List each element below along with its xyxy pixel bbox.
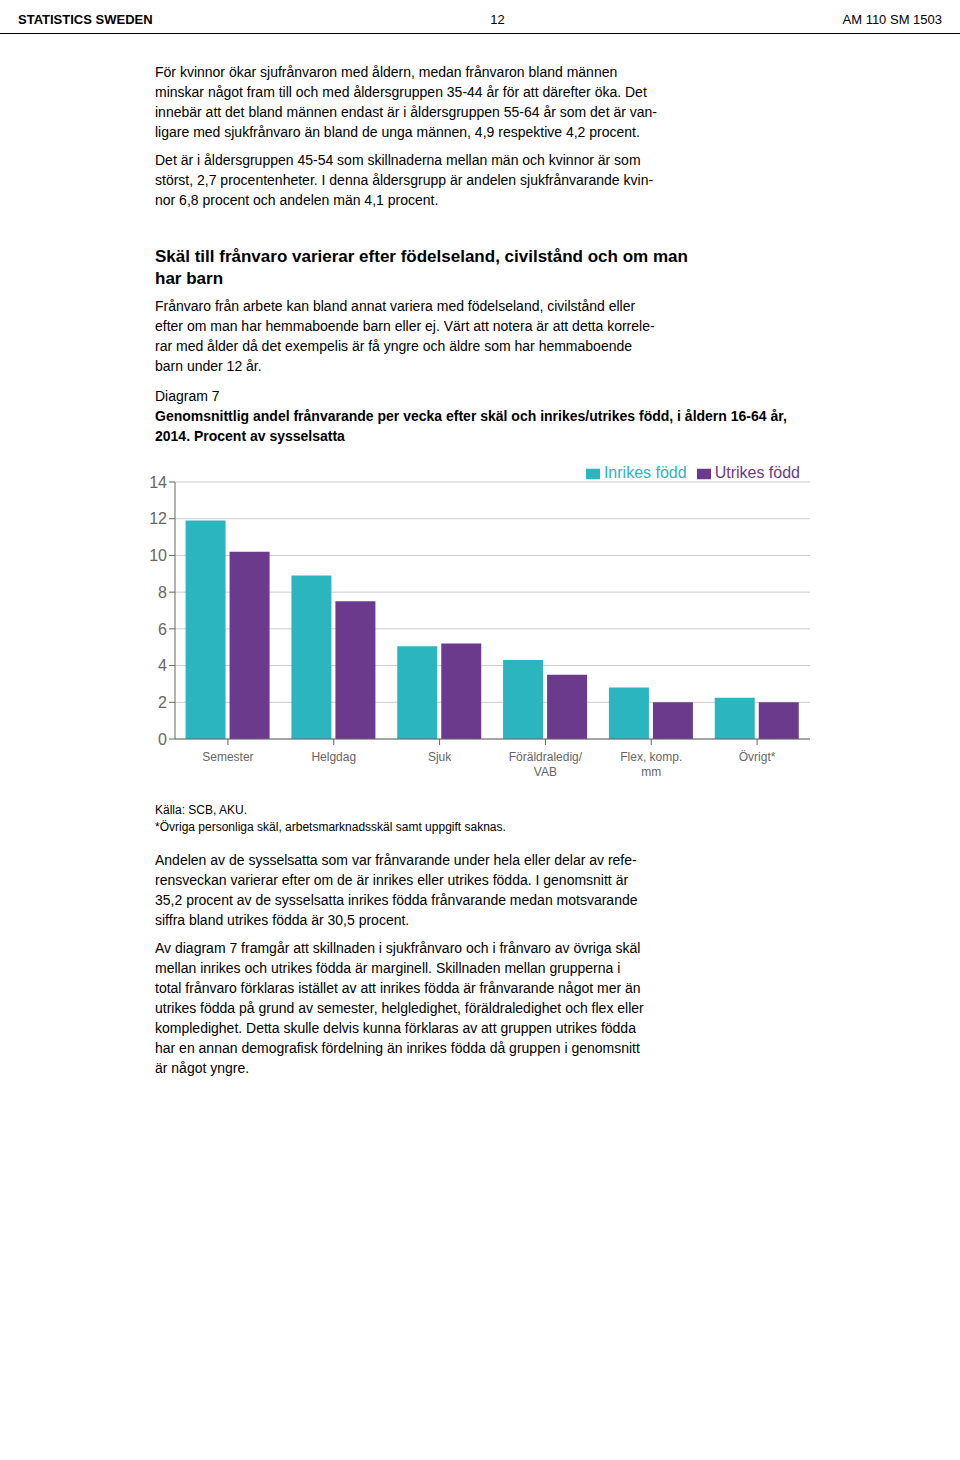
html-text:AM 110 SM 1503: AM 110 SM 1503 [842, 12, 942, 27]
html-text:har en annan demografisk förde: har en annan demografisk fördelning än i… [155, 1040, 640, 1056]
html-text:STATISTICS SWEDEN: STATISTICS SWEDEN [18, 12, 153, 27]
html-text:siffra bland utrikes födda är: siffra bland utrikes födda är 30,5 proce… [155, 912, 410, 928]
html-text:Av diagram 7 framgår att skill: Av diagram 7 framgår att skillnaden i sj… [155, 940, 641, 956]
svg-text:Helgdag: Helgdag [311, 750, 356, 764]
html-text:minskar något fram till och me: minskar något fram till och med åldersgr… [155, 84, 647, 100]
html-text:35,2 procent av de sysselsatta: 35,2 procent av de sysselsatta inrikes f… [155, 892, 638, 908]
svg-text:Semester: Semester [202, 750, 253, 764]
html-text:Det är i åldersgruppen 45-54 s: Det är i åldersgruppen 45-54 som skillna… [155, 152, 641, 168]
html-text:Inrikes född: Inrikes född [603, 464, 687, 481]
svg-text:2: 2 [158, 694, 167, 711]
html-text:För kvinnor ökar sjufrånvaron: För kvinnor ökar sjufrånvaron med åldern… [155, 64, 618, 80]
html-text:ligare med sjukfrånvaro än bla: ligare med sjukfrånvaro än bland de unga… [155, 124, 640, 140]
html-text:*Övriga personliga skäl, arbet: *Övriga personliga skäl, arbetsmarknadss… [155, 820, 506, 834]
html-text:är något yngre.: är något yngre. [155, 1060, 250, 1076]
html-text:kompledighet. Detta skulle del: kompledighet. Detta skulle delvis kunna … [155, 1020, 636, 1036]
html-text:innebär att det bland männen e: innebär att det bland männen endast är i… [155, 104, 657, 120]
html-text:rar med ålder då det exempelis: rar med ålder då det exempelis är få yng… [155, 338, 632, 354]
html-text:mellan inrikes och utrikes föd: mellan inrikes och utrikes födda är marg… [155, 960, 621, 976]
svg-text:Övrigt*: Övrigt* [739, 750, 776, 764]
html-text:nor 6,8 procent och andelen mä: nor 6,8 procent och andelen män 4,1 proc… [155, 192, 439, 208]
svg-text:8: 8 [158, 584, 167, 601]
html-text:Källa: SCB, AKU.: Källa: SCB, AKU. [155, 803, 247, 817]
svg-text:4: 4 [158, 657, 167, 674]
html-text:Diagram 7: Diagram 7 [155, 388, 220, 404]
html-text:Skäl till frånvaro varierar ef: Skäl till frånvaro varierar efter födels… [155, 247, 688, 266]
html-text:barn under 12 år.: barn under 12 år. [155, 358, 262, 374]
svg-text:Flex, komp.mm: Flex, komp.mm [620, 750, 682, 779]
svg-text:Föräldraledig/VAB: Föräldraledig/VAB [509, 750, 583, 779]
svg-text:6: 6 [158, 621, 167, 638]
html-text:har barn: har barn [155, 269, 223, 288]
html-text:efter om man har hemmaboende b: efter om man har hemmaboende barn eller … [155, 318, 655, 334]
html-text:Genomsnittlig andel frånvarand: Genomsnittlig andel frånvarande per veck… [155, 408, 787, 444]
html-text:Utrikes född: Utrikes född [714, 464, 800, 481]
html-text:rensveckan varierar efter om d: rensveckan varierar efter om de är inrik… [155, 872, 629, 888]
html-text:Frånvaro från arbete kan bland: Frånvaro från arbete kan bland annat var… [155, 298, 636, 314]
html-text:Andelen av de sysselsatta som: Andelen av de sysselsatta som var frånva… [155, 852, 637, 868]
html-text:störst, 2,7 procentenheter. I: störst, 2,7 procentenheter. I denna ålde… [155, 172, 654, 188]
svg-text:0: 0 [158, 731, 167, 748]
svg-text:10: 10 [149, 547, 167, 564]
svg-text:14: 14 [149, 474, 167, 491]
svg-text:12: 12 [149, 510, 167, 527]
html-text:12: 12 [490, 12, 505, 27]
html-text:utrikes födda på grund av seme: utrikes födda på grund av semester, helg… [155, 1000, 644, 1016]
svg-text:Sjuk: Sjuk [428, 750, 452, 764]
html-text:total frånvaro förklaras istäl: total frånvaro förklaras istället av att… [155, 980, 641, 996]
